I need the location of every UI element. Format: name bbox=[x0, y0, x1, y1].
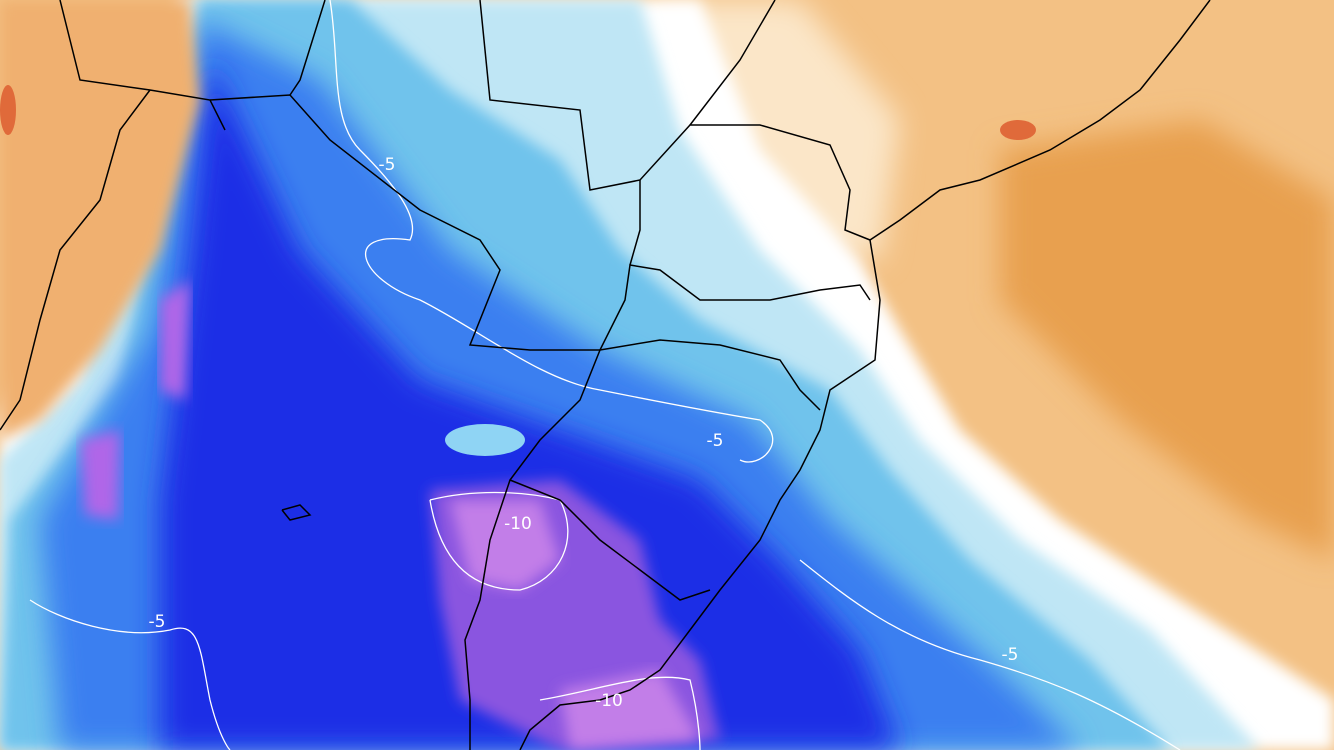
contour-label: -10 bbox=[504, 514, 532, 534]
border bbox=[289, 0, 326, 96]
light-patch bbox=[445, 424, 525, 456]
contours bbox=[29, 0, 1181, 750]
warm-west bbox=[0, 0, 200, 440]
contour-label: -10 bbox=[595, 691, 623, 711]
violet-blob bbox=[450, 500, 560, 590]
hot-spot bbox=[1000, 120, 1036, 140]
coast bbox=[519, 239, 881, 750]
contour-line bbox=[329, 0, 774, 463]
contour-label: -5 bbox=[149, 612, 166, 632]
coast bbox=[869, 0, 1211, 241]
border bbox=[689, 0, 776, 126]
violet-blob bbox=[80, 430, 120, 520]
contour-line bbox=[29, 599, 231, 750]
lake bbox=[281, 504, 312, 521]
contour-label: -5 bbox=[1002, 645, 1019, 665]
border bbox=[59, 0, 226, 131]
contour-line bbox=[429, 491, 569, 591]
violet-blob bbox=[560, 670, 700, 750]
violet-blob bbox=[160, 280, 190, 400]
border bbox=[0, 89, 151, 431]
warm-core bbox=[1000, 120, 1334, 560]
border bbox=[509, 479, 711, 601]
deep-blue bbox=[160, 60, 900, 750]
contour-label: -5 bbox=[707, 431, 724, 451]
contour-line bbox=[539, 676, 701, 750]
hot-spot bbox=[0, 85, 16, 135]
contour-labels: -5 -5 -5 -5 -10 -10 bbox=[149, 155, 1019, 711]
border bbox=[629, 180, 641, 266]
border bbox=[464, 349, 601, 750]
borders bbox=[0, 0, 1211, 750]
border bbox=[599, 339, 821, 411]
contour-line bbox=[799, 559, 1181, 750]
contour-label: -5 bbox=[379, 155, 396, 175]
